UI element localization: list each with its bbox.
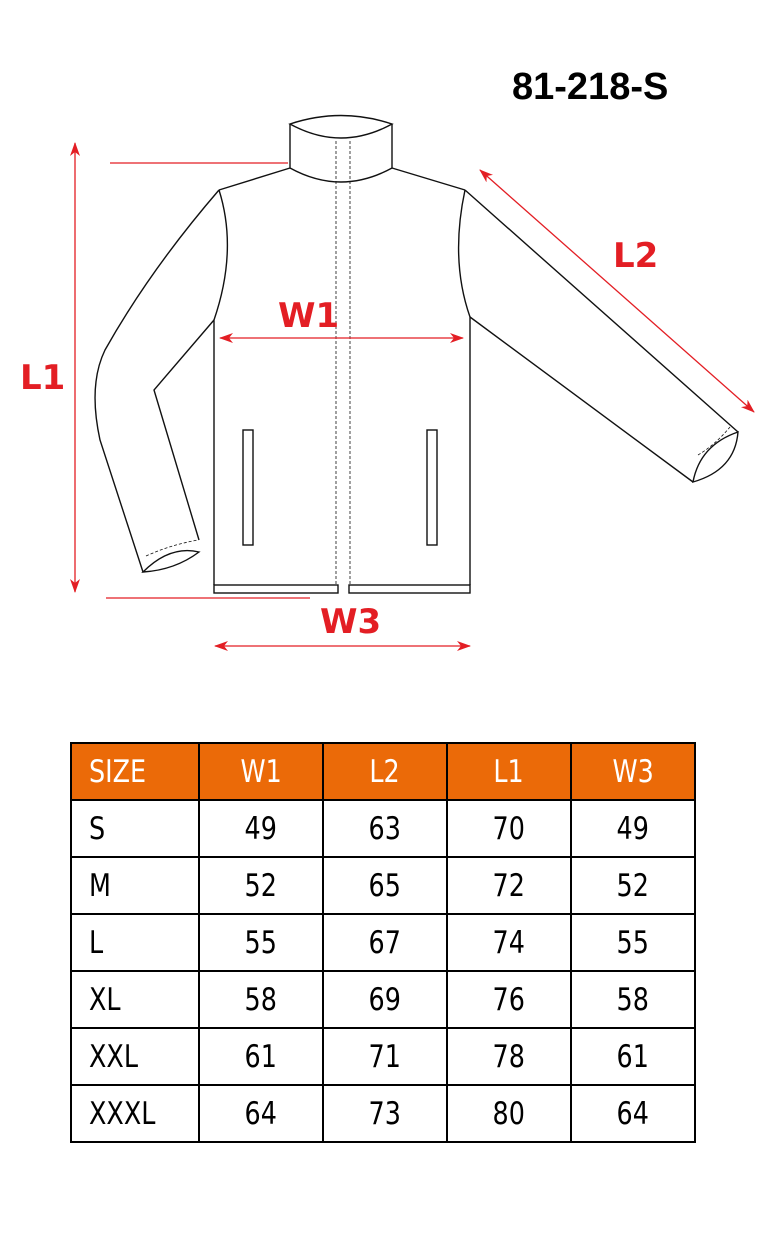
- label-w1: W1: [278, 296, 340, 336]
- measurement-cell: 63: [322, 799, 448, 858]
- cell-value: 63: [368, 810, 402, 847]
- table-row: L 55 67 74 55: [69, 913, 697, 972]
- measurement-cell: 72: [445, 856, 572, 915]
- column-header-label: W1: [240, 753, 282, 790]
- jacket-outline: [94, 114, 739, 594]
- column-header-label: L1: [493, 753, 525, 790]
- label-w3: W3: [320, 602, 382, 642]
- cell-value: XXXL: [89, 1095, 156, 1132]
- cell-value: 49: [616, 810, 650, 847]
- cell-value: 73: [368, 1095, 402, 1132]
- product-code: 81-218-S: [512, 66, 669, 108]
- column-header: L1: [445, 742, 572, 801]
- label-l1: L1: [20, 358, 66, 398]
- table-row: S 49 63 70 49: [69, 799, 697, 858]
- table-row: XL 58 69 76 58: [69, 970, 697, 1029]
- measurement-cell: 70: [445, 799, 572, 858]
- measurement-cell: 58: [198, 970, 324, 1029]
- label-l2: L2: [613, 236, 659, 276]
- l2-arrow: [479, 169, 755, 413]
- cell-value: 49: [244, 810, 278, 847]
- cell-value: 64: [244, 1095, 278, 1132]
- column-header: L2: [322, 742, 448, 801]
- column-header: SIZE: [69, 742, 201, 801]
- measurement-cell: 65: [322, 856, 448, 915]
- cell-value: L: [89, 924, 104, 961]
- measurement-cell: 71: [322, 1027, 448, 1086]
- column-header-label: SIZE: [89, 753, 147, 790]
- measurement-cell: 55: [198, 913, 324, 972]
- column-header: W3: [569, 742, 697, 801]
- cell-value: 55: [244, 924, 278, 961]
- jacket-diagram: [70, 114, 755, 651]
- measurement-cell: 55: [569, 913, 697, 972]
- cell-value: 69: [368, 981, 402, 1018]
- cell-value: 65: [368, 867, 402, 904]
- cell-value: 80: [492, 1095, 526, 1132]
- measurement-lines: [70, 142, 755, 651]
- column-header-label: L2: [369, 753, 401, 790]
- measurement-cell: 74: [445, 913, 572, 972]
- measurement-cell: 69: [322, 970, 448, 1029]
- measurement-cell: 61: [198, 1027, 324, 1086]
- cell-value: S: [89, 810, 106, 847]
- cell-value: 72: [492, 867, 526, 904]
- size-cell: XXL: [69, 1027, 201, 1086]
- measurement-cell: 49: [569, 799, 697, 858]
- measurement-cell: 49: [198, 799, 324, 858]
- measurement-cell: 52: [198, 856, 324, 915]
- table-row: M 52 65 72 52: [69, 856, 697, 915]
- cell-value: 52: [616, 867, 650, 904]
- column-header-label: W3: [612, 753, 654, 790]
- cell-value: 61: [244, 1038, 278, 1075]
- cell-value: 78: [492, 1038, 526, 1075]
- table-row: XXL 61 71 78 61: [69, 1027, 697, 1086]
- size-table: SIZE W1 L2 L1 W3 S 49 63 70 49 M 52 65 72 52 L 55 67 74 55…: [69, 742, 697, 1143]
- cell-value: XL: [89, 981, 121, 1018]
- size-cell: XL: [69, 970, 201, 1029]
- cell-value: 64: [616, 1095, 650, 1132]
- cell-value: 74: [492, 924, 526, 961]
- table-header-row: SIZE W1 L2 L1 W3: [69, 742, 697, 801]
- size-cell: XXXL: [69, 1084, 201, 1143]
- cell-value: 58: [244, 981, 278, 1018]
- cell-value: 58: [616, 981, 650, 1018]
- cell-value: 76: [492, 981, 526, 1018]
- cell-value: M: [89, 867, 111, 904]
- cell-value: 71: [368, 1038, 402, 1075]
- column-header: W1: [198, 742, 324, 801]
- measurement-cell: 67: [322, 913, 448, 972]
- measurement-cell: 64: [198, 1084, 324, 1143]
- measurement-cell: 80: [445, 1084, 572, 1143]
- measurement-cell: 58: [569, 970, 697, 1029]
- cell-value: XXL: [89, 1038, 138, 1075]
- measurement-cell: 78: [445, 1027, 572, 1086]
- size-cell: S: [69, 799, 201, 858]
- measurement-cell: 52: [569, 856, 697, 915]
- measurement-cell: 73: [322, 1084, 448, 1143]
- size-cell: M: [69, 856, 201, 915]
- table-row: XXXL 64 73 80 64: [69, 1084, 697, 1143]
- measurement-cell: 76: [445, 970, 572, 1029]
- cell-value: 70: [492, 810, 526, 847]
- cell-value: 55: [616, 924, 650, 961]
- cell-value: 67: [368, 924, 402, 961]
- cell-value: 61: [616, 1038, 650, 1075]
- cell-value: 52: [244, 867, 278, 904]
- size-cell: L: [69, 913, 201, 972]
- measurement-cell: 61: [569, 1027, 697, 1086]
- measurement-cell: 64: [569, 1084, 697, 1143]
